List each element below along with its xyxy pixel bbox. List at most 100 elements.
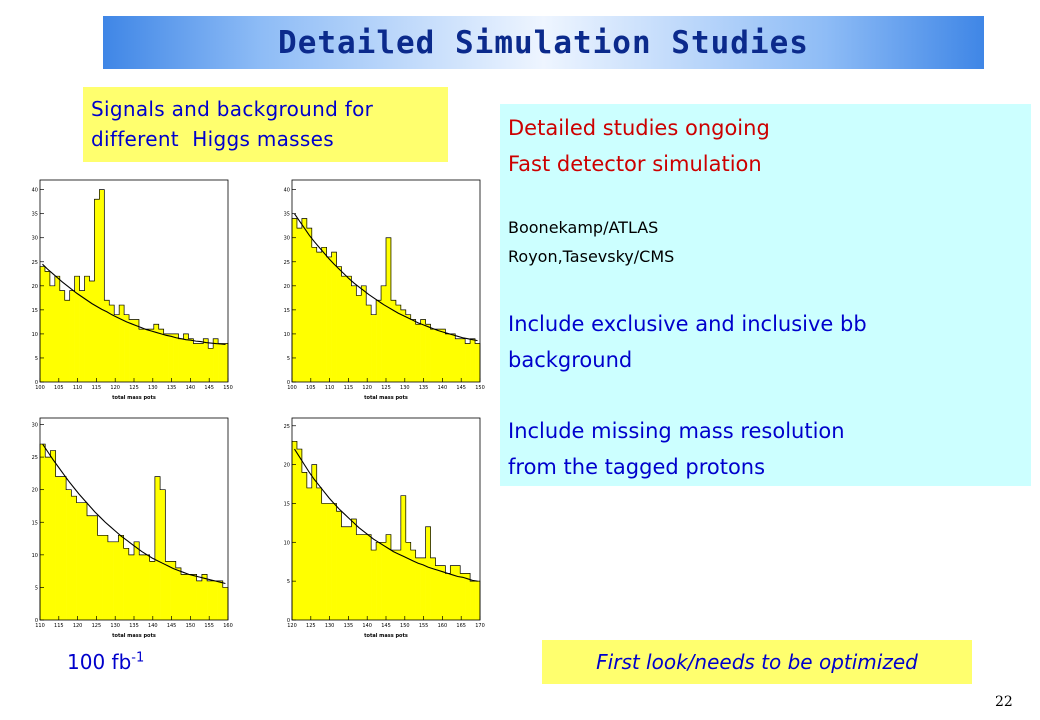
histogram-bar: [371, 550, 377, 620]
histogram-bar: [366, 305, 372, 382]
histogram-bar: [186, 574, 192, 620]
histogram-bar: [87, 515, 93, 620]
histogram-bar: [336, 266, 342, 382]
x-tick-label: 130: [400, 385, 410, 391]
fit-curve: [42, 443, 226, 585]
x-tick-label: 110: [325, 385, 335, 391]
histogram-bar: [102, 535, 109, 620]
y-tick-label: 0: [287, 618, 290, 624]
x-tick-label: 115: [54, 623, 64, 629]
x-tick-label: 105: [306, 385, 316, 391]
histogram-bar: [420, 319, 426, 382]
x-tick-label: 140: [438, 385, 448, 391]
histogram-bar: [410, 319, 416, 382]
histogram-bar: [183, 333, 189, 382]
histogram-bar: [390, 300, 397, 382]
y-tick-label: 35: [32, 212, 38, 218]
histogram-4: 0 5 10 15 20 25 120 125 130 135 140 145 150 155 160 165…: [276, 410, 486, 642]
histogram-2: 0 5 10 15 20 25 30 35 40 100 105 110 115 120 125 130 135…: [276, 172, 486, 404]
histogram-bar: [213, 338, 219, 382]
histogram-bar: [208, 348, 214, 382]
x-tick-label: 100: [287, 385, 297, 391]
histogram-bar: [306, 487, 313, 620]
y-tick-label: 30: [32, 236, 38, 242]
y-tick-label: 10: [32, 332, 38, 338]
x-tick-label: 140: [186, 385, 196, 391]
histogram-bar: [455, 338, 461, 382]
histogram-bar: [79, 290, 85, 382]
histogram-bar: [66, 489, 72, 620]
x-tick-label: 150: [475, 385, 485, 391]
y-tick-label: 30: [32, 423, 38, 429]
x-tick-label: 135: [129, 623, 139, 629]
histogram-bar: [218, 343, 224, 382]
histogram-bar: [40, 266, 46, 382]
y-tick-label: 10: [32, 553, 38, 559]
histogram-bar: [435, 565, 441, 620]
x-tick-label: 110: [73, 385, 83, 391]
x-tick-label: 120: [362, 385, 372, 391]
x-tick-label: 120: [73, 623, 83, 629]
y-tick-label: 20: [32, 284, 38, 290]
histogram-bar: [292, 218, 298, 382]
histogram-bar: [144, 554, 150, 620]
histogram-bar: [134, 319, 140, 382]
histogram-bar: [104, 300, 110, 382]
y-tick-label: 10: [284, 332, 290, 338]
histogram-bar: [138, 329, 145, 382]
x-tick-label: 150: [186, 623, 196, 629]
x-tick-label: 130: [325, 623, 335, 629]
x-tick-label: 130: [148, 385, 158, 391]
histogram-bar: [217, 580, 224, 620]
info-line-resolution-1: Include missing mass resolution: [508, 419, 845, 443]
histogram-bar: [296, 449, 303, 620]
histogram-bar: [475, 581, 481, 620]
histogram-bar: [107, 541, 114, 620]
histogram-bar: [81, 502, 88, 620]
y-tick-label: 5: [35, 585, 38, 591]
y-tick-label: 25: [284, 424, 290, 430]
y-tick-label: 20: [284, 284, 290, 290]
x-tick-label: 155: [419, 623, 429, 629]
y-tick-label: 15: [32, 308, 38, 314]
histogram-bar: [143, 329, 150, 382]
histogram-bar: [400, 309, 407, 382]
histogram-bar: [148, 329, 155, 382]
x-axis-label: total mass pots: [112, 633, 156, 639]
x-tick-label: 110: [35, 623, 45, 629]
histogram-bar: [306, 228, 313, 382]
histogram-bar: [331, 503, 337, 620]
histogram-bar: [158, 329, 164, 382]
histogram-bar: [430, 329, 436, 382]
y-tick-label: 5: [287, 356, 290, 362]
histogram-bar: [207, 580, 213, 620]
fit-curve: [294, 448, 478, 582]
histogram-bar: [92, 515, 98, 620]
histogram-bar: [351, 519, 357, 620]
histogram-bar: [160, 489, 166, 620]
histogram-bar: [356, 534, 362, 620]
x-tick-label: 160: [223, 623, 233, 629]
histogram-bar: [336, 511, 342, 620]
histogram-bar: [470, 338, 476, 382]
histogram-bar: [296, 228, 303, 382]
histogram-bar: [154, 476, 161, 620]
luminosity-exponent: -1: [131, 650, 145, 666]
histogram-bar: [222, 587, 229, 620]
histogram-bar: [435, 329, 441, 382]
histogram-bar: [356, 295, 362, 382]
histogram-outline: [39, 189, 229, 382]
x-tick-label: 145: [167, 623, 177, 629]
histogram-bar: [470, 581, 476, 620]
histogram-bar: [415, 324, 421, 382]
histogram-bar: [395, 305, 402, 382]
histogram-outline: [291, 218, 481, 382]
histogram-bar: [376, 300, 382, 382]
x-tick-label: 125: [129, 385, 139, 391]
x-tick-label: 130: [110, 623, 120, 629]
x-tick-label: 140: [362, 623, 372, 629]
y-tick-label: 15: [32, 520, 38, 526]
x-tick-label: 135: [344, 623, 354, 629]
x-tick-label: 115: [344, 385, 354, 391]
histogram-bar: [173, 333, 179, 382]
